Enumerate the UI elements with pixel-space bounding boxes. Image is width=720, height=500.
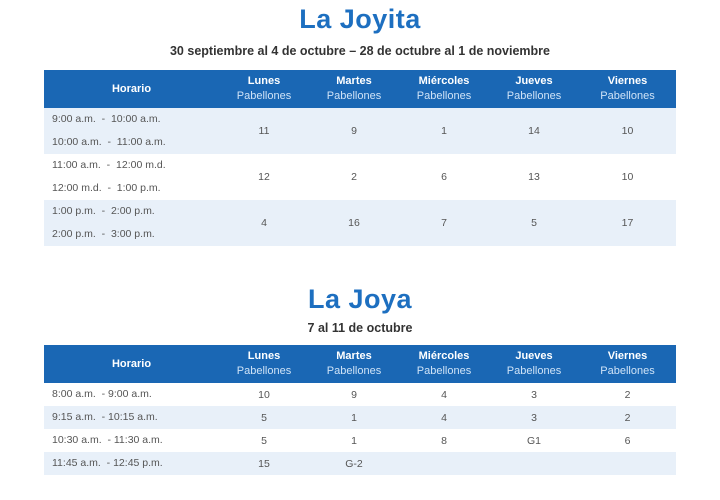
joyita-subtitle: 30 septiembre al 4 de octubre – 28 de oc… xyxy=(169,44,550,58)
cell-value xyxy=(489,452,579,475)
table-row: 1:00 p.m. - 2:00 p.m. 2:00 p.m. - 3:00 p… xyxy=(44,200,676,246)
header-lunes: Lunes Pabellones xyxy=(219,345,309,383)
time-cell: 10:30 a.m. - 11:30 a.m. xyxy=(52,434,163,446)
cell-value: 1 xyxy=(399,108,489,154)
cell-value: 4 xyxy=(219,200,309,246)
cell-value: 17 xyxy=(579,200,676,246)
table-row: 9:00 a.m. - 10:00 a.m. 10:00 a.m. - 11:0… xyxy=(44,108,676,154)
cell-value: 13 xyxy=(528,171,540,183)
header-miercoles: Miércoles Pabellones xyxy=(399,345,489,383)
header-horario: Horario xyxy=(44,345,219,383)
cell-value: 10 xyxy=(579,108,676,154)
joya-schedule-table: Horario Lunes Pabellones Martes Pabellones… xyxy=(44,345,676,475)
header-jueves: Jueves Pabellones xyxy=(489,70,579,108)
joyita-title: La Joyita xyxy=(299,4,421,34)
cell-value: 6 xyxy=(441,171,447,183)
time-cell: 11:45 a.m. - 12:45 p.m. xyxy=(44,452,219,475)
joya-title: La Joya xyxy=(307,284,413,314)
time-cell: 9:15 a.m. - 10:15 a.m. xyxy=(44,406,219,429)
cell-value: G1 xyxy=(526,434,541,447)
cell-value: 16 xyxy=(309,200,399,246)
time-cell: 11:00 a.m. - 12:00 m.d. 12:00 m.d. - 1:0… xyxy=(52,159,166,194)
cell-value: 4 xyxy=(441,388,447,401)
cell-value: 5 xyxy=(489,200,579,246)
cell-value: 3 xyxy=(531,388,537,401)
time-cell: 8:00 a.m. - 9:00 a.m. xyxy=(52,388,152,400)
cell-value: 9 xyxy=(309,108,399,154)
header-viernes: Viernes Pabellones xyxy=(579,70,676,108)
cell-value: 1 xyxy=(351,434,357,447)
cell-value: 5 xyxy=(261,434,267,447)
header-martes: Martes Pabellones xyxy=(309,345,399,383)
table-row: 10:30 a.m. - 11:30 a.m. 5 1 8 G1 6 xyxy=(44,429,676,452)
header-viernes: Viernes Pabellones xyxy=(579,345,676,383)
cell-value: 11 xyxy=(219,108,309,154)
cell-value: 4 xyxy=(399,406,489,429)
cell-value: 3 xyxy=(489,406,579,429)
table-row: 8:00 a.m. - 9:00 a.m. 10 9 4 3 2 xyxy=(44,383,676,406)
joya-subtitle: 7 al 11 de octubre xyxy=(307,321,413,335)
time-cell: 9:00 a.m. - 10:00 a.m. 10:00 a.m. - 11:0… xyxy=(44,108,219,154)
header-horario: Horario xyxy=(44,70,219,108)
table-row: 9:15 a.m. - 10:15 a.m. 5 1 4 3 2 xyxy=(44,406,676,429)
cell-value: 2 xyxy=(624,388,631,401)
cell-value: 10 xyxy=(621,171,634,183)
cell-value: 10 xyxy=(258,388,270,401)
time-cell: 1:00 p.m. - 2:00 p.m. 2:00 p.m. - 3:00 p… xyxy=(44,200,219,246)
cell-value: 7 xyxy=(399,200,489,246)
cell-value: 12 xyxy=(258,171,270,183)
cell-value: 15 xyxy=(219,452,309,475)
header-miercoles: Miércoles Pabellones xyxy=(399,70,489,108)
cell-value: 6 xyxy=(624,434,631,447)
cell-value: G-2 xyxy=(309,452,399,475)
table-header-row: Horario Lunes Pabellones Martes Pabellones… xyxy=(44,70,676,108)
cell-value: 1 xyxy=(309,406,399,429)
header-martes: Martes Pabellones xyxy=(309,70,399,108)
cell-value: 2 xyxy=(579,406,676,429)
joyita-schedule-table: Horario Lunes Pabellones Martes Pabellones… xyxy=(44,70,676,246)
header-jueves: Jueves Pabellones xyxy=(489,345,579,383)
cell-value xyxy=(579,452,676,475)
cell-value xyxy=(399,452,489,475)
cell-value: 14 xyxy=(489,108,579,154)
table-row: 11:45 a.m. - 12:45 p.m. 15 G-2 xyxy=(44,452,676,475)
cell-value: 5 xyxy=(219,406,309,429)
header-lunes: Lunes Pabellones xyxy=(219,70,309,108)
cell-value: 8 xyxy=(441,434,447,447)
cell-value: 2 xyxy=(351,171,357,183)
table-header-row: Horario Lunes Pabellones Martes Pabellones… xyxy=(44,345,676,383)
table-row: 11:00 a.m. - 12:00 m.d. 12:00 m.d. - 1:0… xyxy=(44,154,676,200)
cell-value: 9 xyxy=(351,388,357,401)
